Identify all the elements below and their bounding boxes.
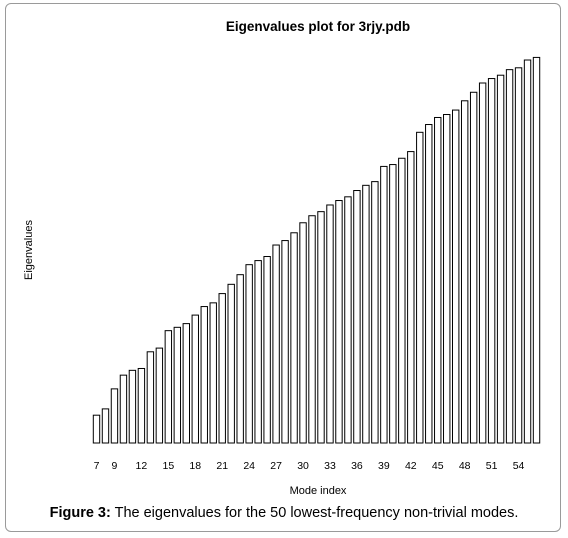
bar-mode-51 — [487, 78, 496, 444]
bar-mode-37 — [362, 184, 370, 444]
bar-mode-22 — [227, 283, 235, 444]
bar-mode-45 — [434, 116, 442, 444]
x-axis-label: Mode index — [290, 485, 347, 497]
bar-mode-29 — [290, 232, 298, 444]
eigenvalue-bar-chart: Eigenvalues plot for 3rjy.pdb Eigenvalue… — [23, 19, 541, 497]
bar-mode-39 — [380, 165, 388, 444]
bar-group — [92, 56, 541, 444]
bar-mode-27 — [272, 244, 280, 444]
bar-mode-42 — [407, 151, 415, 444]
x-tick-label: 39 — [378, 460, 390, 472]
bar-mode-18 — [191, 314, 199, 444]
bar-mode-47 — [452, 109, 460, 444]
bar-mode-54 — [514, 67, 523, 444]
bar-mode-49 — [469, 91, 478, 444]
bar-mode-17 — [182, 323, 191, 444]
x-tick-label: 33 — [324, 460, 336, 472]
bar-mode-44 — [425, 124, 433, 444]
figure-caption-label: Figure 3: — [49, 505, 111, 521]
x-tick-label: 42 — [405, 460, 417, 472]
bar-mode-11 — [128, 369, 137, 444]
bar-mode-8 — [101, 408, 110, 444]
bar-mode-21 — [218, 293, 226, 444]
bar-mode-40 — [389, 164, 397, 444]
x-tick-label: 7 — [94, 460, 100, 472]
bar-mode-48 — [460, 100, 469, 444]
bar-mode-15 — [164, 330, 173, 444]
bar-mode-55 — [523, 59, 532, 444]
bar-mode-20 — [209, 302, 217, 444]
bar-mode-35 — [344, 196, 352, 444]
bar-mode-26 — [263, 256, 271, 444]
bar-mode-46 — [443, 114, 451, 444]
x-tick-label: 18 — [189, 460, 201, 472]
bar-mode-23 — [236, 274, 244, 444]
bar-mode-24 — [245, 264, 253, 444]
bar-mode-36 — [353, 190, 361, 444]
bar-mode-31 — [308, 215, 316, 444]
bar-mode-14 — [155, 347, 164, 444]
x-tick-label: 45 — [432, 460, 444, 472]
chart-title: Eigenvalues plot for 3rjy.pdb — [226, 19, 410, 34]
bar-mode-32 — [317, 211, 325, 444]
x-tick-label: 24 — [243, 460, 255, 472]
x-tick-label: 54 — [513, 460, 525, 472]
bar-mode-33 — [326, 204, 334, 444]
x-tick-label: 9 — [112, 460, 118, 472]
bar-mode-7 — [92, 414, 101, 444]
bar-mode-43 — [416, 131, 424, 444]
bar-mode-34 — [335, 200, 343, 444]
figure-caption: Figure 3: The eigenvalues for the 50 low… — [0, 505, 568, 521]
bar-mode-41 — [398, 157, 406, 444]
bar-mode-52 — [496, 74, 505, 444]
bar-mode-19 — [200, 306, 208, 444]
x-tick-label: 21 — [216, 460, 228, 472]
x-tick-label: 51 — [486, 460, 498, 472]
x-tick-label: 36 — [351, 460, 363, 472]
x-tick-label: 12 — [136, 460, 148, 472]
bar-mode-30 — [299, 222, 307, 444]
bar-mode-16 — [173, 326, 182, 444]
bar-mode-53 — [505, 69, 514, 444]
bar-mode-25 — [254, 260, 262, 444]
y-axis-label: Eigenvalues — [23, 220, 35, 280]
x-tick-label: 15 — [162, 460, 174, 472]
x-tick-label: 30 — [297, 460, 309, 472]
x-tick-label: 48 — [459, 460, 471, 472]
bar-mode-10 — [119, 374, 128, 444]
bar-mode-9 — [110, 388, 119, 444]
bar-mode-28 — [281, 240, 289, 444]
bar-mode-56 — [532, 56, 541, 444]
bar-mode-50 — [478, 82, 487, 444]
figure-caption-text: The eigenvalues for the 50 lowest-freque… — [110, 505, 519, 521]
x-tick-labels: 7 9 12 15 18 21 24 27 30 33 36 39 42 45 48 51 54 — [94, 460, 525, 472]
bar-mode-38 — [371, 181, 379, 444]
bar-mode-12 — [137, 367, 146, 444]
x-tick-label: 27 — [270, 460, 282, 472]
bar-mode-13 — [146, 351, 155, 444]
